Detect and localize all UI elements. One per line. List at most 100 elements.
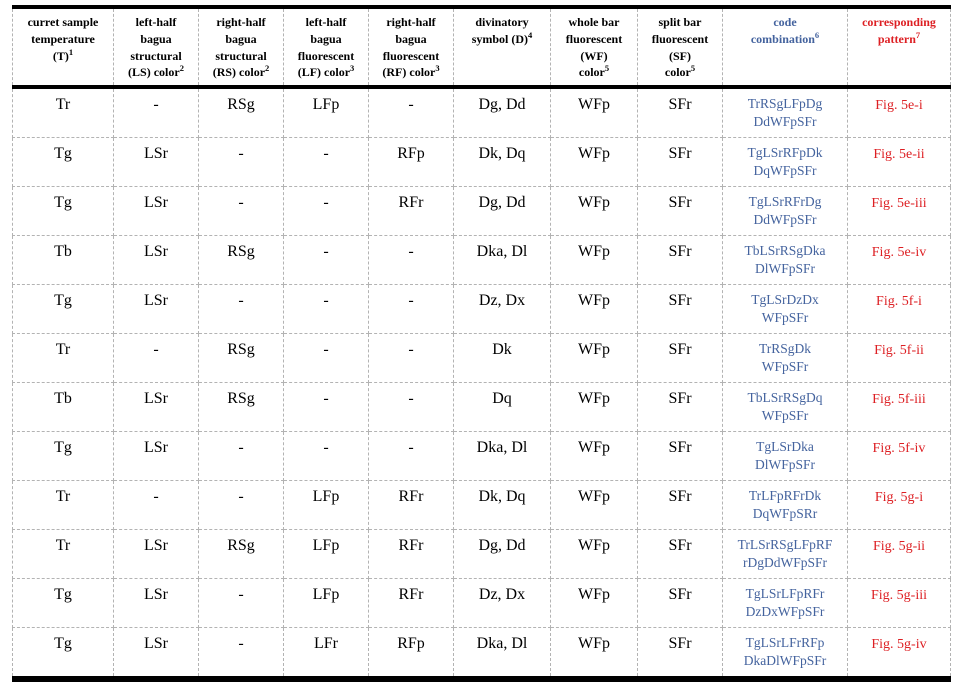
- cell-code-combination: TgLSrRFrDg DdWFpSFr: [722, 186, 848, 237]
- footnote-marker: 7: [915, 29, 921, 40]
- cell-rs-color: -: [198, 137, 284, 188]
- cell-rf-color: -: [368, 86, 454, 139]
- cell-rs-color: -: [198, 578, 284, 629]
- cell-code-combination: TgLSrLFpRFr DzDxWFpSFr: [722, 578, 848, 629]
- cell-rs-color: RSg: [198, 382, 284, 433]
- cell-pattern-ref: Fig. 5f-iv: [847, 431, 951, 482]
- cell-sf-color: SFr: [637, 333, 723, 384]
- cell-rs-color: -: [198, 186, 284, 237]
- col-header-temperature: curret sample temperature (T)1: [12, 4, 114, 90]
- cell-code-combination: TrLSrRSgLFpRF rDgDdWFpSFr: [722, 529, 848, 580]
- footnote-marker: 2: [179, 63, 184, 74]
- cell-wf-color: WFp: [550, 431, 638, 482]
- cell-pattern-ref: Fig. 5g-iii: [847, 578, 951, 629]
- col-header-label: right-half bagua structural (RS) color: [212, 15, 267, 80]
- cell-divinatory-symbol: Dg, Dd: [453, 186, 551, 237]
- table-row: Tr - RSg LFp - Dg, Dd WFp SFr TrRSgLFpDg DdWFpSF…: [12, 86, 951, 139]
- col-header-label: code combination: [750, 15, 815, 46]
- footnote-marker: 3: [435, 63, 440, 74]
- cell-wf-color: WFp: [550, 480, 638, 531]
- cell-divinatory-symbol: Dg, Dd: [453, 529, 551, 580]
- cell-temperature: Tg: [12, 578, 114, 629]
- table-row: Tg LSr - LFr RFp Dka, Dl WFp SFr TgLSrLFrRFp Dka…: [12, 627, 951, 682]
- cell-code-combination: TrLFpRFrDk DqWFpSRr: [722, 480, 848, 531]
- cell-temperature: Tb: [12, 235, 114, 286]
- cell-temperature: Tr: [12, 333, 114, 384]
- cell-lf-color: -: [283, 333, 369, 384]
- cell-lf-color: -: [283, 137, 369, 188]
- cell-pattern-ref: Fig. 5e-ii: [847, 137, 951, 188]
- col-header-label: left-half bagua fluorescent (LF) color: [297, 15, 355, 80]
- col-header-ls-color: left-half bagua structural (LS) color2: [113, 4, 199, 90]
- cell-temperature: Tg: [12, 284, 114, 335]
- cell-ls-color: -: [113, 480, 199, 531]
- cell-divinatory-symbol: Dk, Dq: [453, 480, 551, 531]
- cell-wf-color: WFp: [550, 382, 638, 433]
- cell-lf-color: LFp: [283, 86, 369, 139]
- cell-ls-color: -: [113, 86, 199, 139]
- col-header-label: left-half bagua structural (LS) color: [128, 15, 182, 80]
- table-header-row: curret sample temperature (T)1 left-half…: [12, 4, 951, 90]
- cell-wf-color: WFp: [550, 284, 638, 335]
- cell-ls-color: LSr: [113, 284, 199, 335]
- footnote-marker: 1: [68, 46, 74, 57]
- cell-rf-color: RFr: [368, 186, 454, 237]
- col-header-lf-color: left-half bagua fluorescent (LF) color3: [283, 4, 369, 90]
- table-row: Tg LSr - - - Dz, Dx WFp SFr TgLSrDzDx WFpSFr Fig.…: [12, 284, 951, 335]
- cell-sf-color: SFr: [637, 627, 723, 682]
- col-header-rs-color: right-half bagua structural (RS) color2: [198, 4, 284, 90]
- cell-code-combination: TgLSrDka DlWFpSFr: [722, 431, 848, 482]
- cell-sf-color: SFr: [637, 529, 723, 580]
- cell-divinatory-symbol: Dq: [453, 382, 551, 433]
- table-row: Tg LSr - - - Dka, Dl WFp SFr TgLSrDka DlWFpSFr Fi…: [12, 431, 951, 482]
- cell-divinatory-symbol: Dz, Dx: [453, 578, 551, 629]
- footnote-marker: 5: [690, 63, 696, 74]
- cell-rf-color: -: [368, 382, 454, 433]
- cell-code-combination: TbLSrRSgDka DlWFpSFr: [722, 235, 848, 286]
- cell-pattern-ref: Fig. 5g-ii: [847, 529, 951, 580]
- cell-temperature: Tg: [12, 627, 114, 682]
- cell-pattern-ref: Fig. 5g-i: [847, 480, 951, 531]
- table-row: Tr - - LFp RFr Dk, Dq WFp SFr TrLFpRFrDk DqWFpSR…: [12, 480, 951, 531]
- col-header-sf-color: split bar fluorescent (SF) color5: [637, 4, 723, 90]
- cell-rs-color: RSg: [198, 333, 284, 384]
- cell-ls-color: LSr: [113, 431, 199, 482]
- cell-rs-color: RSg: [198, 86, 284, 139]
- cell-code-combination: TgLSrRFpDk DqWFpSFr: [722, 137, 848, 188]
- cell-temperature: Tr: [12, 529, 114, 580]
- cell-sf-color: SFr: [637, 86, 723, 139]
- col-header-divinatory-symbol: divinatory symbol (D)4: [453, 4, 551, 90]
- table-row: Tr LSr RSg LFp RFr Dg, Dd WFp SFr TrLSrRSgLFpRF …: [12, 529, 951, 580]
- cell-code-combination: TrRSgDk WFpSFr: [722, 333, 848, 384]
- cell-temperature: Tg: [12, 431, 114, 482]
- cell-rs-color: -: [198, 480, 284, 531]
- col-header-corresponding-pattern: corresponding pattern7: [847, 4, 951, 90]
- cell-lf-color: -: [283, 186, 369, 237]
- cell-wf-color: WFp: [550, 333, 638, 384]
- table-row: Tb LSr RSg - - Dka, Dl WFp SFr TbLSrRSgDka DlWFp…: [12, 235, 951, 286]
- cell-sf-color: SFr: [637, 578, 723, 629]
- cell-code-combination: TrRSgLFpDg DdWFpSFr: [722, 86, 848, 139]
- cell-lf-color: -: [283, 235, 369, 286]
- cell-sf-color: SFr: [637, 480, 723, 531]
- cell-divinatory-symbol: Dz, Dx: [453, 284, 551, 335]
- table-body: Tr - RSg LFp - Dg, Dd WFp SFr TrRSgLFpDg DdWFpSF…: [12, 86, 951, 682]
- sample-pattern-table: curret sample temperature (T)1 left-half…: [12, 4, 951, 682]
- cell-divinatory-symbol: Dk, Dq: [453, 137, 551, 188]
- cell-wf-color: WFp: [550, 186, 638, 237]
- cell-pattern-ref: Fig. 5g-iv: [847, 627, 951, 682]
- cell-divinatory-symbol: Dka, Dl: [453, 431, 551, 482]
- cell-sf-color: SFr: [637, 382, 723, 433]
- cell-rs-color: RSg: [198, 235, 284, 286]
- cell-wf-color: WFp: [550, 137, 638, 188]
- cell-divinatory-symbol: Dka, Dl: [453, 235, 551, 286]
- col-header-label: split bar fluorescent (SF) color: [651, 15, 709, 80]
- cell-rf-color: RFr: [368, 578, 454, 629]
- col-header-rf-color: right-half bagua fluorescent (RF) color3: [368, 4, 454, 90]
- cell-rs-color: -: [198, 627, 284, 682]
- cell-rf-color: RFp: [368, 137, 454, 188]
- cell-wf-color: WFp: [550, 235, 638, 286]
- cell-rf-color: -: [368, 284, 454, 335]
- cell-ls-color: LSr: [113, 235, 199, 286]
